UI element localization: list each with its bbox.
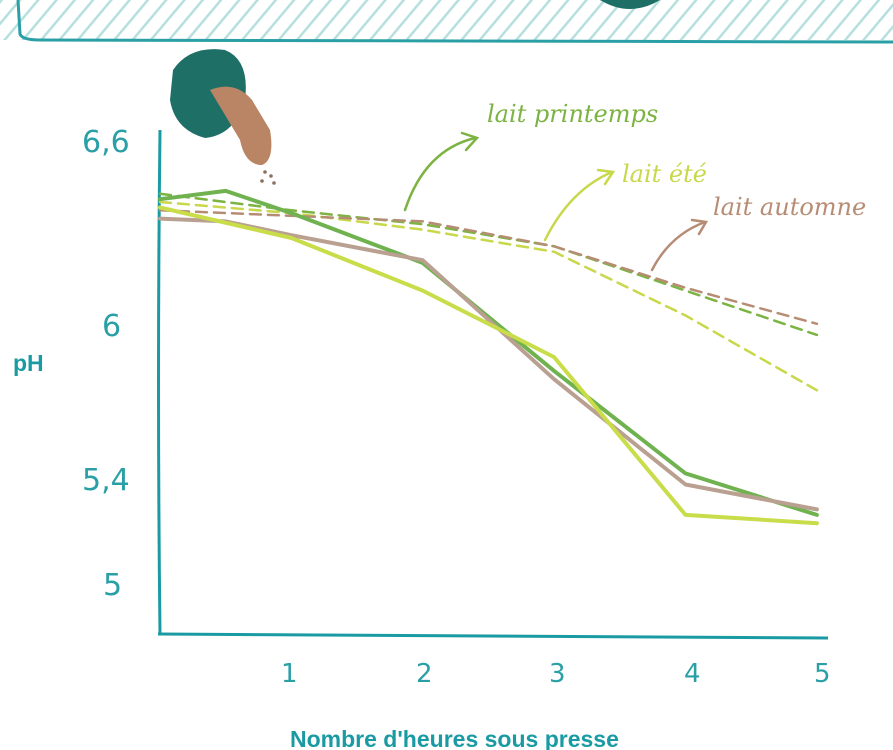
x-tick-label: 1 <box>281 659 298 689</box>
y-axis-title: pH <box>13 350 44 376</box>
x-tick-label: 5 <box>814 659 831 689</box>
arrow-icon <box>543 168 616 242</box>
arrow-icon <box>403 131 480 212</box>
y-tick-label: 5,4 <box>82 463 130 498</box>
y-tick-label: 6,6 <box>82 125 130 160</box>
arrow-icon <box>650 218 709 272</box>
legend-label-ete: lait été <box>622 160 707 188</box>
legend-label-automne: lait automne <box>713 193 866 221</box>
top-banner <box>0 0 893 44</box>
series-line-2 <box>158 209 819 326</box>
series-line-4 <box>158 216 819 512</box>
x-tick-label: 4 <box>684 659 701 689</box>
y-tick-label: 5 <box>103 568 122 603</box>
series-line-1 <box>158 200 819 392</box>
x-tick-label: 2 <box>416 659 433 689</box>
x-tick-label: 3 <box>549 659 566 689</box>
x-axis <box>157 632 829 640</box>
y-tick-label: 6 <box>102 309 121 344</box>
series-line-5 <box>158 205 819 526</box>
legend-label-printemps: lait printemps <box>487 100 658 128</box>
bowl-icon <box>170 49 276 185</box>
series-line-3 <box>158 188 819 517</box>
x-axis-title: Nombre d'heures sous presse <box>290 726 619 750</box>
